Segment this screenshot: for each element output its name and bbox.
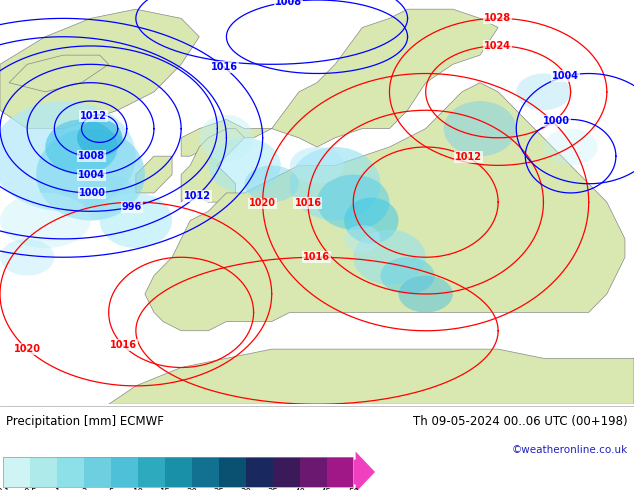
Ellipse shape — [82, 174, 136, 211]
Bar — [245, 458, 273, 487]
Text: 996: 996 — [122, 202, 142, 212]
Text: 45: 45 — [321, 488, 332, 490]
Ellipse shape — [100, 193, 172, 248]
Text: 25: 25 — [213, 488, 224, 490]
Polygon shape — [136, 156, 172, 193]
Bar — [57, 458, 84, 487]
Bar — [165, 458, 191, 487]
Ellipse shape — [0, 101, 136, 211]
Ellipse shape — [36, 128, 145, 220]
Bar — [3, 458, 354, 487]
Ellipse shape — [344, 197, 399, 244]
Ellipse shape — [399, 275, 453, 313]
Text: 1020: 1020 — [13, 344, 41, 354]
FancyArrow shape — [354, 452, 375, 490]
Bar — [191, 458, 219, 487]
Text: 15: 15 — [159, 488, 171, 490]
Text: 1020: 1020 — [249, 198, 276, 208]
Text: 1008: 1008 — [77, 151, 105, 161]
Text: Th 09-05-2024 00..06 UTC (00+198): Th 09-05-2024 00..06 UTC (00+198) — [413, 415, 628, 428]
Text: 1012: 1012 — [455, 152, 482, 162]
Text: 20: 20 — [186, 488, 197, 490]
Text: 1004: 1004 — [78, 170, 105, 179]
Ellipse shape — [543, 128, 598, 165]
Polygon shape — [108, 349, 634, 404]
Text: 1024: 1024 — [484, 41, 511, 51]
Bar — [111, 458, 138, 487]
Ellipse shape — [199, 115, 254, 161]
Bar — [219, 458, 245, 487]
Text: 35: 35 — [267, 488, 278, 490]
Ellipse shape — [380, 257, 435, 294]
Text: 40: 40 — [294, 488, 305, 490]
Text: 1008: 1008 — [275, 0, 302, 7]
Bar — [299, 458, 327, 487]
Bar — [138, 458, 165, 487]
Ellipse shape — [344, 225, 380, 253]
Text: 1016: 1016 — [294, 198, 321, 208]
Text: 30: 30 — [240, 488, 251, 490]
Polygon shape — [181, 128, 245, 202]
Text: 1012: 1012 — [81, 111, 107, 121]
Ellipse shape — [353, 230, 425, 285]
Bar — [3, 458, 30, 487]
Bar — [30, 458, 57, 487]
Ellipse shape — [209, 138, 281, 193]
Text: 10: 10 — [133, 488, 143, 490]
Polygon shape — [0, 9, 199, 128]
Bar — [273, 458, 299, 487]
Polygon shape — [145, 83, 625, 331]
Polygon shape — [181, 9, 498, 156]
Text: 5: 5 — [108, 488, 113, 490]
Text: 0.5: 0.5 — [23, 488, 37, 490]
Ellipse shape — [245, 165, 299, 202]
Ellipse shape — [290, 147, 344, 184]
Text: 1004: 1004 — [552, 72, 579, 81]
Ellipse shape — [0, 193, 91, 248]
Text: ©weatheronline.co.uk: ©weatheronline.co.uk — [512, 445, 628, 455]
Text: Precipitation [mm] ECMWF: Precipitation [mm] ECMWF — [6, 415, 164, 428]
Ellipse shape — [444, 101, 516, 156]
Text: 50: 50 — [348, 488, 359, 490]
Text: 2: 2 — [81, 488, 87, 490]
Bar — [327, 458, 354, 487]
Text: 1: 1 — [55, 488, 60, 490]
Ellipse shape — [290, 147, 380, 220]
Ellipse shape — [516, 74, 571, 110]
Ellipse shape — [77, 120, 122, 156]
Ellipse shape — [317, 174, 389, 230]
Text: 1000: 1000 — [543, 116, 570, 126]
Text: 1028: 1028 — [484, 13, 511, 24]
Text: 1012: 1012 — [184, 191, 210, 201]
Ellipse shape — [0, 239, 55, 275]
Polygon shape — [9, 55, 108, 92]
Text: 1016: 1016 — [211, 62, 238, 73]
Text: 1000: 1000 — [79, 188, 105, 198]
Text: 1016: 1016 — [302, 252, 330, 262]
Text: 1016: 1016 — [110, 341, 136, 350]
Text: 0.1: 0.1 — [0, 488, 10, 490]
Ellipse shape — [45, 120, 118, 174]
Bar — [84, 458, 111, 487]
